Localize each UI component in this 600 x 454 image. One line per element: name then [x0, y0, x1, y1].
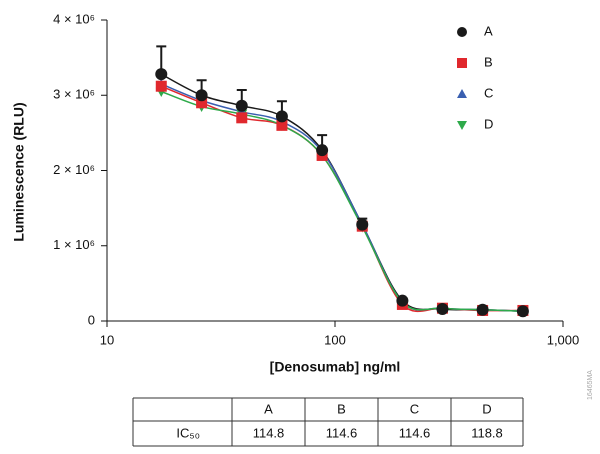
point: [316, 144, 329, 157]
legend-marker: [457, 121, 467, 130]
table-header: D: [482, 401, 491, 416]
legend-label: A: [484, 23, 493, 38]
y-tick-label: 0: [88, 312, 95, 327]
y-tick-label: 3 × 10⁶: [53, 87, 95, 102]
fit-line: [161, 90, 523, 312]
point: [516, 305, 529, 318]
point: [276, 119, 288, 131]
point: [356, 218, 369, 231]
x-tick-label: 1,000: [547, 332, 580, 347]
y-tick-label: 1 × 10⁶: [53, 237, 95, 252]
x-tick-label: 100: [324, 332, 346, 347]
table-header: B: [337, 401, 346, 416]
y-tick-label: 4 × 10⁶: [53, 11, 95, 26]
point: [275, 110, 288, 123]
table-cell: 118.8: [471, 425, 503, 440]
x-axis-title: [Denosumab] ng/ml: [270, 359, 401, 375]
figure-id: 16465MA: [587, 370, 594, 400]
fit-line: [160, 83, 523, 312]
y-tick-label: 2 × 10⁶: [53, 162, 95, 177]
legend-marker: [457, 89, 467, 98]
table-header: A: [264, 401, 273, 416]
point: [436, 302, 449, 315]
point: [476, 303, 489, 316]
point: [155, 80, 167, 92]
x-tick-label: 10: [100, 332, 114, 347]
table-row-label: IC₅₀: [176, 425, 200, 440]
y-axis-title: Luminescence (RLU): [11, 102, 27, 241]
point: [155, 68, 168, 81]
legend-label: C: [484, 85, 493, 100]
legend-marker: [457, 27, 467, 37]
legend-marker: [457, 58, 467, 68]
point: [396, 294, 409, 307]
legend-label: D: [484, 116, 493, 131]
point: [195, 89, 208, 102]
table-cell: 114.6: [399, 425, 431, 440]
point: [236, 112, 248, 124]
table-cell: 114.6: [326, 425, 358, 440]
point: [196, 97, 208, 109]
legend-label: B: [484, 54, 493, 69]
table-cell: 114.8: [253, 425, 285, 440]
point: [235, 99, 248, 112]
fit-line: [160, 85, 523, 313]
table-header: C: [410, 401, 419, 416]
